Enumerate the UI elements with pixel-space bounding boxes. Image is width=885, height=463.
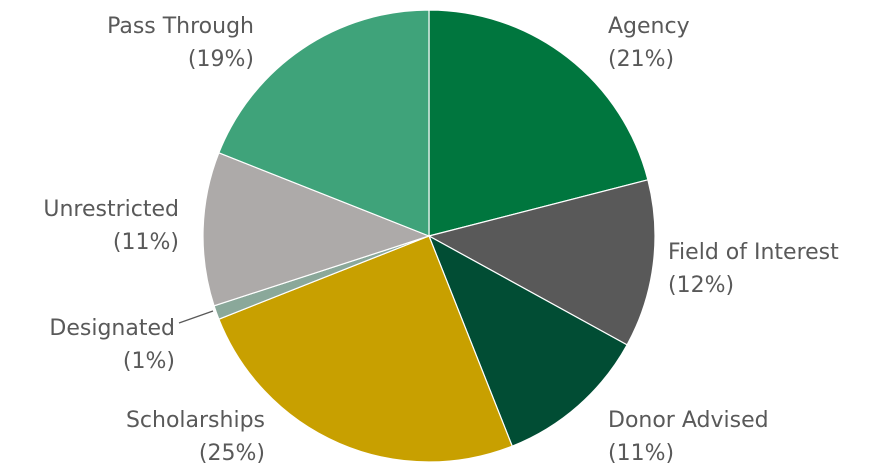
label-field-of-interest-pct: (12%) <box>668 273 734 298</box>
label-scholarships-name: Scholarships <box>126 408 265 433</box>
label-pass-through-pct: (19%) <box>188 47 254 72</box>
pie-slice-agency <box>428 9 649 237</box>
label-field-of-interest-name: Field of Interest <box>668 240 839 265</box>
label-donor-advised-name: Donor Advised <box>608 408 769 433</box>
label-unrestricted-pct: (11%) <box>113 230 179 255</box>
label-designated-pct: (1%) <box>123 349 175 374</box>
label-unrestricted-name: Unrestricted <box>43 197 179 222</box>
label-donor-advised-pct: (11%) <box>608 441 674 463</box>
pie-slice-scholarships <box>218 235 513 463</box>
pie-slice-field-of-interest <box>427 179 656 346</box>
pie-slice-donor-advised <box>427 234 628 447</box>
pie-slice-unrestricted <box>202 152 431 307</box>
label-designated-name: Designated <box>49 316 175 341</box>
label-pass-through-name: Pass Through <box>107 14 254 39</box>
pie-slices <box>202 9 656 463</box>
label-scholarships-pct: (25%) <box>199 441 265 463</box>
pie-slice-pass-through <box>218 9 430 237</box>
label-agency-name: Agency <box>608 14 690 39</box>
label-agency-pct: (21%) <box>608 47 674 72</box>
designated-leader-line <box>178 310 214 324</box>
